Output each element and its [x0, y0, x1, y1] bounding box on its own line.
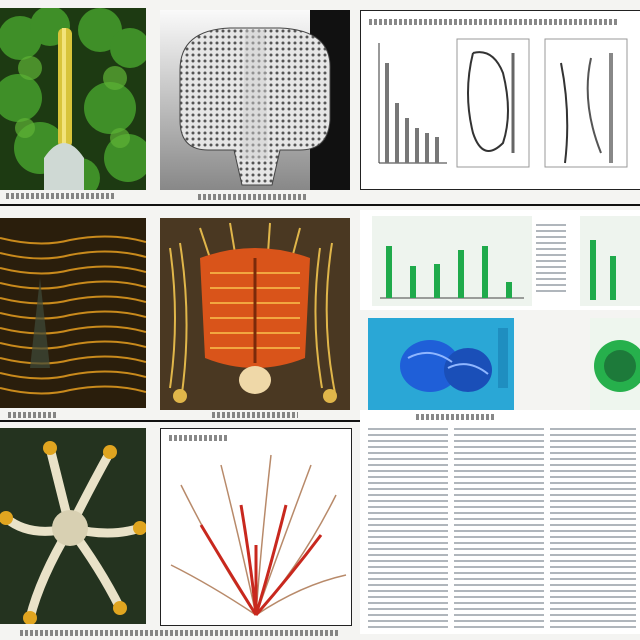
plant-image [0, 8, 146, 190]
caption-3 [8, 412, 56, 418]
charts-panel-top [360, 10, 640, 190]
row-divider-1 [0, 204, 640, 206]
chart-image-2 [456, 38, 530, 168]
green-scan-image [594, 340, 640, 392]
caption-4 [212, 412, 298, 418]
chart-image-3 [544, 38, 628, 168]
plant-photo-panel [0, 8, 146, 190]
starfish-image [0, 428, 146, 624]
organ-specimen-image [160, 218, 350, 410]
chart-image-5 [580, 216, 640, 306]
organ-specimen-panel [160, 218, 350, 410]
caption-1 [6, 193, 116, 199]
vascular-panel [160, 428, 352, 626]
text-column-1 [368, 428, 448, 628]
lattice-specimen-image [160, 10, 350, 190]
chart-legend-mid [536, 224, 566, 294]
text-column-panel [360, 410, 640, 634]
chart-image-1 [378, 43, 447, 164]
blue-scan-panel [368, 318, 514, 410]
charts-panel-mid [360, 210, 640, 310]
lattice-specimen-panel [160, 10, 350, 190]
vascular-image [170, 454, 347, 616]
tentacle-specimen-panel [0, 218, 146, 408]
chart-image-4 [372, 216, 532, 306]
green-scan-panel [590, 318, 640, 410]
text-heading [416, 414, 496, 420]
blue-scan-image [368, 318, 514, 410]
tentacle-specimen-image [0, 218, 146, 408]
vascular-title [169, 435, 229, 441]
starfish-panel [0, 428, 146, 624]
text-column-2 [454, 428, 544, 628]
footer-caption [20, 630, 340, 636]
caption-2 [198, 194, 308, 200]
text-column-3 [550, 428, 636, 628]
charts-top-title [369, 19, 619, 25]
row-divider-2 [0, 420, 360, 422]
